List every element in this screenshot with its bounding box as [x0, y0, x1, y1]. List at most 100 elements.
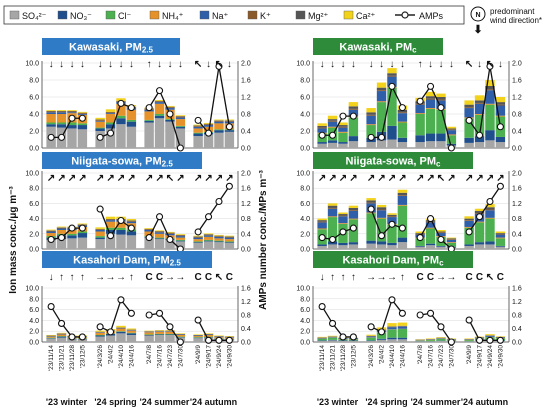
- wind-symbol: ↓: [59, 59, 64, 70]
- season-label: '24 spring: [365, 397, 407, 407]
- y2-tick-label: 0.4: [512, 326, 522, 333]
- date-label: '24/7/30: [177, 345, 184, 368]
- wind-symbol: ↑: [340, 272, 345, 283]
- bar-segment-7: [175, 234, 186, 235]
- bar-segment-7: [95, 117, 105, 120]
- bar-segment-5: [224, 236, 235, 238]
- bar-segment-2: [376, 102, 387, 132]
- wind-symbol: ↗: [486, 173, 494, 184]
- season-label: '23 winter: [46, 397, 88, 407]
- bar-segment-3: [485, 103, 495, 105]
- amps-point: [496, 182, 504, 190]
- y-tick-label: 6.0: [29, 307, 39, 314]
- wind-symbol: ↓: [428, 59, 433, 70]
- wind-symbol: ↗: [106, 173, 114, 184]
- date-label: '24/9/24: [487, 345, 494, 368]
- bar-segment-1: [116, 118, 126, 125]
- bar-segment-5: [126, 220, 137, 222]
- bar-segment-2: [105, 122, 116, 125]
- bar-segment-2: [366, 125, 376, 138]
- y-tick-label: 6.0: [300, 201, 310, 208]
- wind-symbol: ↗: [225, 173, 233, 184]
- amps-line: [370, 298, 403, 333]
- bar-segment-7: [436, 93, 446, 97]
- bar-segment-1: [175, 240, 186, 242]
- bar-segment-0: [154, 239, 165, 249]
- bar-segment-7: [376, 204, 387, 208]
- wind-symbol: ↖: [215, 59, 223, 70]
- bar-segment-1: [387, 242, 397, 246]
- bar-segment-6: [485, 85, 495, 90]
- bar-segment-1: [126, 333, 137, 335]
- y-tick-label: 4.0: [29, 112, 39, 119]
- bar-segment-0: [214, 242, 224, 249]
- amps-point: [194, 228, 202, 236]
- bar-segment-3: [46, 233, 56, 237]
- bar-segment-4: [425, 99, 436, 109]
- bar-segment-7: [126, 218, 137, 221]
- bar-segment-0: [46, 239, 56, 249]
- bar-segment-0: [95, 239, 105, 249]
- y2-tick-label: 0.0: [241, 247, 251, 254]
- bar-segment-7: [485, 204, 495, 208]
- bar-segment-7: [348, 102, 359, 107]
- amps-point: [437, 235, 445, 244]
- bar-segment-0: [474, 142, 485, 148]
- bar-segment-0: [317, 245, 327, 249]
- bar-segment-4: [366, 336, 376, 338]
- bar-segment-4: [46, 112, 56, 114]
- wind-symbol: ↓: [400, 59, 405, 70]
- bar-segment-5: [474, 102, 485, 104]
- bar-segment-0: [165, 239, 175, 249]
- bar-segment-1: [77, 233, 88, 238]
- y-tick-label: 8.0: [300, 296, 310, 303]
- bar-segment-5: [464, 107, 474, 109]
- bar-segment-7: [387, 213, 397, 215]
- bar-segment-2: [56, 336, 67, 337]
- bar-segment-0: [116, 333, 126, 342]
- bar-segment-7: [464, 338, 474, 340]
- bar-segment-1: [415, 135, 425, 143]
- bar-segment-3: [464, 226, 474, 228]
- bar-segment-4: [144, 230, 154, 232]
- legend-label-7: Ca²⁺: [356, 11, 376, 21]
- bar-segment-0: [144, 237, 154, 249]
- bar-segment-4: [154, 232, 165, 234]
- panel-title-box: [42, 38, 180, 55]
- bar-segment-1: [425, 243, 436, 246]
- bar-segment-4: [203, 334, 214, 335]
- amps-point: [145, 234, 153, 242]
- bar-segment-0: [327, 340, 338, 342]
- wind-symbol: ↗: [68, 173, 76, 184]
- bar-segment-7: [116, 325, 126, 328]
- bar-segment-1: [327, 140, 338, 143]
- date-label: '23/11/28: [340, 345, 347, 371]
- bar-segment-0: [105, 128, 116, 148]
- wind-symbol: ↗: [328, 173, 336, 184]
- amps-point: [465, 316, 473, 324]
- bar-segment-4: [165, 108, 175, 110]
- bar-segment-3: [56, 114, 67, 123]
- bar-segment-3: [105, 221, 116, 228]
- wind-symbol: ↗: [215, 173, 223, 184]
- bar-segment-3: [415, 113, 425, 114]
- bar-segment-7: [214, 119, 224, 121]
- right-axis-title: AMPs number conc./MPs m⁻³: [258, 169, 269, 309]
- bar-segment-0: [165, 334, 175, 342]
- bar-segment-1: [415, 245, 425, 247]
- panel-title: Kawasaki, PM2.5: [69, 42, 153, 55]
- wind-symbol: ↗: [377, 173, 385, 184]
- season-label: '23 winter: [317, 397, 359, 407]
- amps-point: [166, 235, 174, 244]
- bar-segment-5: [175, 116, 186, 118]
- bar-segment-3: [485, 217, 495, 219]
- bar-segment-3: [203, 334, 214, 337]
- bar-segment-0: [387, 139, 397, 148]
- amps-point: [349, 333, 357, 341]
- bar-segment-3: [425, 108, 436, 109]
- bar-segment-1: [387, 125, 397, 140]
- bar-segment-4: [214, 121, 224, 124]
- amps-point: [328, 131, 337, 139]
- bar-segment-2: [175, 125, 186, 127]
- amps-point: [145, 104, 153, 112]
